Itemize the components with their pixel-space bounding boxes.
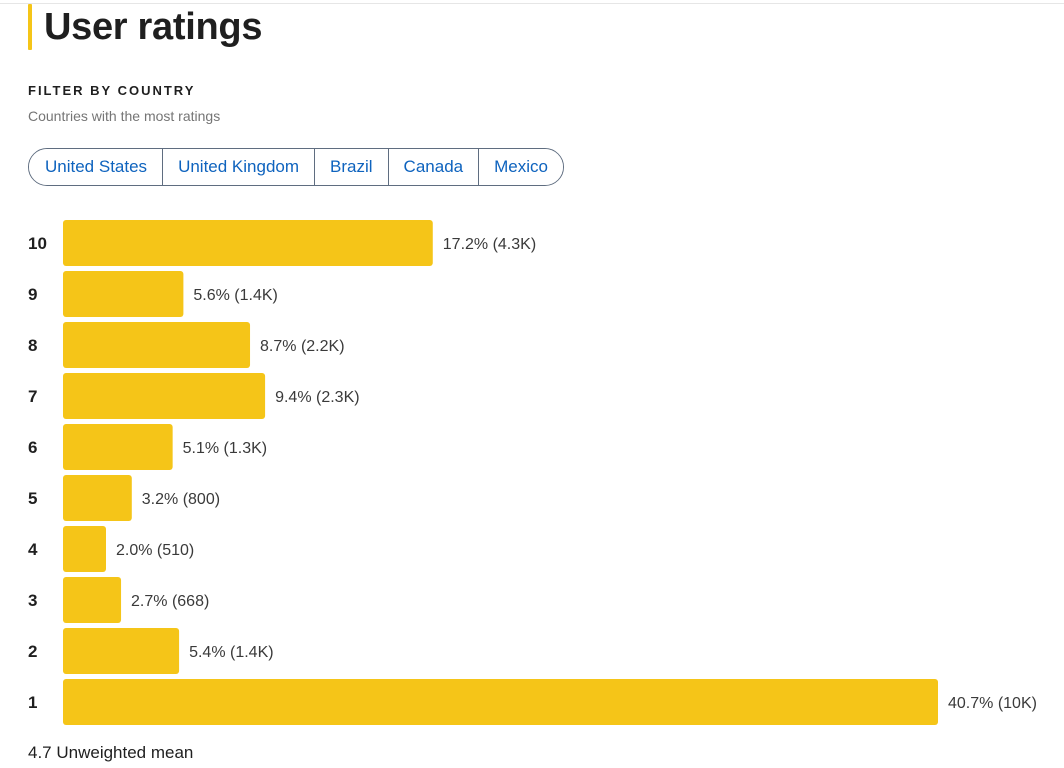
bar-rating-5[interactable] bbox=[63, 475, 132, 521]
value-label-4: 2.0% (510) bbox=[116, 542, 194, 559]
rating-label-4: 4 bbox=[28, 540, 38, 559]
section-header: User ratings bbox=[28, 4, 262, 50]
chip-canada[interactable]: Canada bbox=[388, 149, 480, 185]
page-title: User ratings bbox=[44, 5, 263, 48]
title-accent-bar bbox=[28, 4, 32, 50]
bar-rating-6[interactable] bbox=[63, 424, 173, 470]
value-label-1: 40.7% (10K) bbox=[948, 695, 1037, 712]
value-label-9: 5.6% (1.4K) bbox=[193, 287, 277, 304]
unweighted-mean: 4.7 Unweighted mean bbox=[28, 743, 194, 762]
bar-rating-9[interactable] bbox=[63, 271, 184, 317]
rating-label-7: 7 bbox=[28, 387, 37, 406]
value-label-7: 9.4% (2.3K) bbox=[275, 389, 359, 406]
value-label-8: 8.7% (2.2K) bbox=[260, 338, 344, 355]
value-label-3: 2.7% (668) bbox=[131, 593, 209, 610]
rating-label-3: 3 bbox=[28, 591, 37, 610]
bar-rating-10[interactable] bbox=[63, 220, 433, 266]
filter-label: FILTER BY COUNTRY bbox=[28, 83, 196, 98]
bar-rating-7[interactable] bbox=[63, 373, 266, 419]
rating-label-8: 8 bbox=[28, 336, 37, 355]
chip-mexico[interactable]: Mexico bbox=[479, 149, 563, 185]
bar-rating-1[interactable] bbox=[63, 679, 938, 725]
chip-united-kingdom[interactable]: United Kingdom bbox=[163, 149, 316, 185]
rating-label-6: 6 bbox=[28, 438, 37, 457]
bar-rating-4[interactable] bbox=[63, 526, 106, 572]
top-divider bbox=[0, 3, 1064, 4]
rating-label-1: 1 bbox=[28, 693, 37, 712]
value-label-5: 3.2% (800) bbox=[142, 491, 220, 508]
bar-rating-3[interactable] bbox=[63, 577, 122, 623]
value-label-10: 17.2% (4.3K) bbox=[443, 236, 536, 253]
rating-label-2: 2 bbox=[28, 642, 37, 661]
chip-united-states[interactable]: United States bbox=[29, 149, 164, 185]
country-filter-chips: United States United Kingdom Brazil Cana… bbox=[28, 148, 564, 186]
rating-label-9: 9 bbox=[28, 285, 37, 304]
rating-label-10: 10 bbox=[28, 234, 47, 253]
chip-brazil[interactable]: Brazil bbox=[315, 149, 389, 185]
filter-sublabel: Countries with the most ratings bbox=[28, 108, 221, 124]
bar-rating-2[interactable] bbox=[63, 628, 180, 674]
value-label-6: 5.1% (1.3K) bbox=[183, 440, 267, 457]
value-label-2: 5.4% (1.4K) bbox=[189, 644, 273, 661]
bar-rating-8[interactable] bbox=[63, 322, 251, 368]
rating-label-5: 5 bbox=[28, 489, 37, 508]
ratings-bar-chart: 10 17.2% (4.3K) 9 5.6% (1.4K) 8 8.7% (2.2K) 7 9… bbox=[28, 220, 1037, 725]
